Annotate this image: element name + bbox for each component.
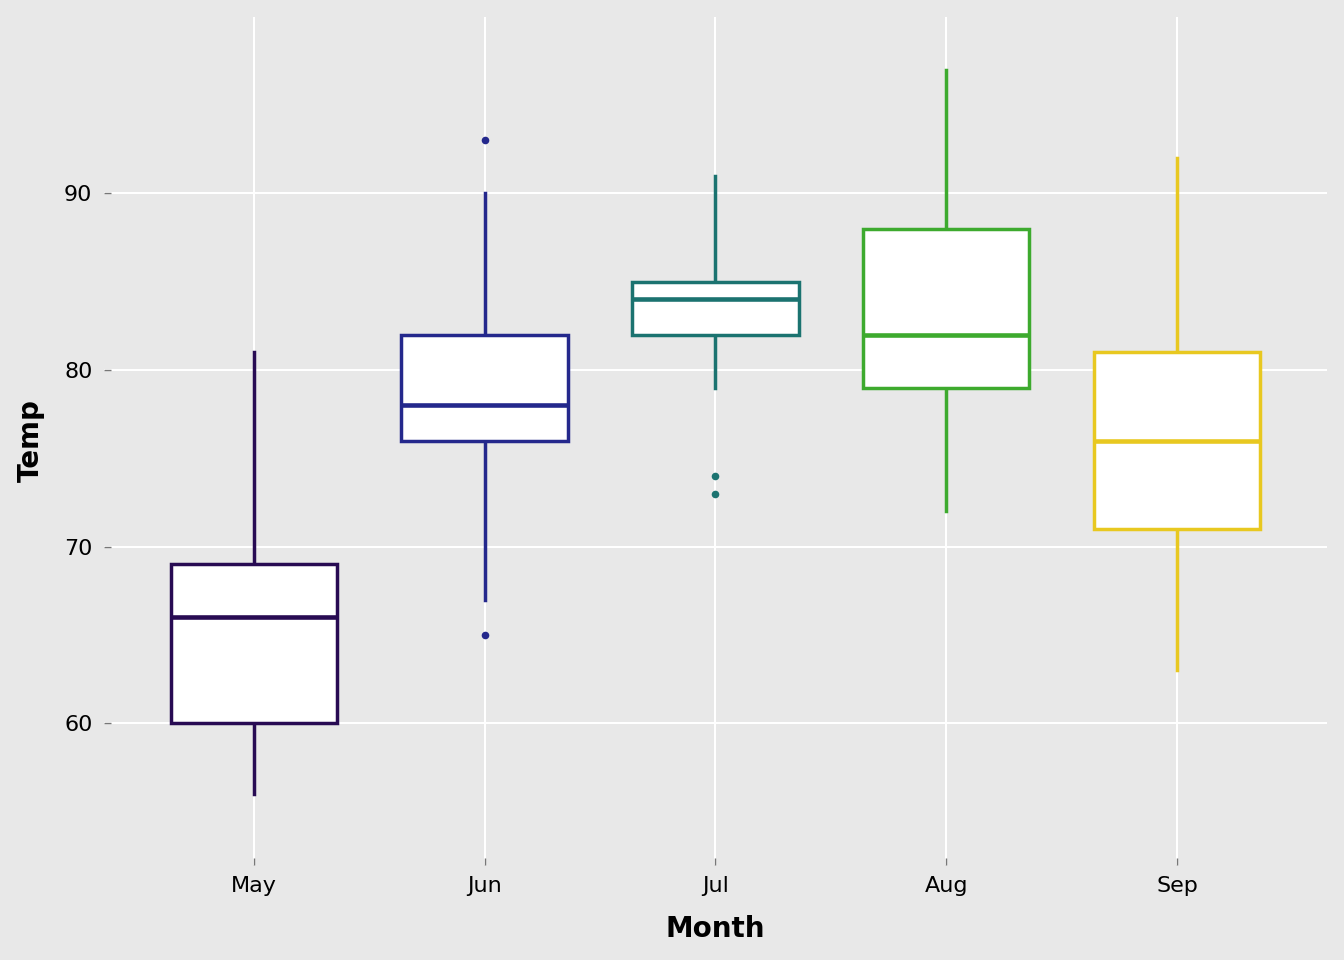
Y-axis label: Temp: Temp [16,399,44,482]
Bar [863,228,1030,388]
Point [474,132,496,148]
Bar [1094,352,1261,529]
Point [704,468,726,484]
Point [704,486,726,501]
Bar [632,281,798,335]
Bar [402,335,567,441]
X-axis label: Month: Month [665,915,765,944]
Bar [171,564,337,724]
Point [474,628,496,643]
